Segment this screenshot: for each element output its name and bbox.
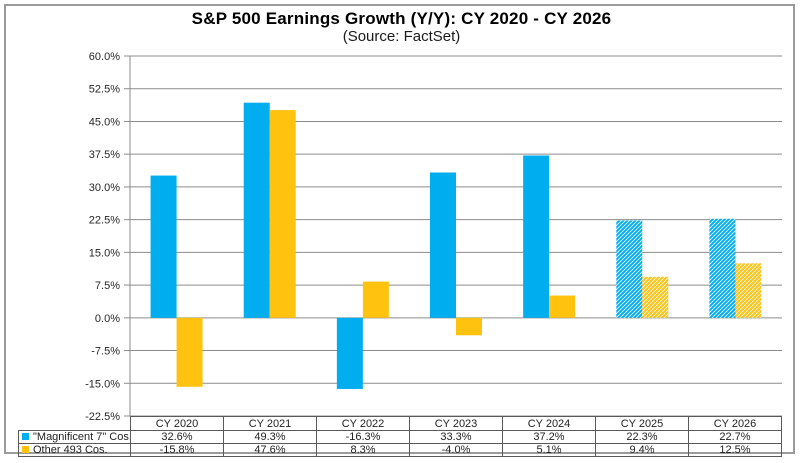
legend-cell: "Magnificent 7" Cos. [18,430,131,444]
table-row: Other 493 Cos. -15.8% 47.6% 8.3% -4.0% 5.1% 9.… [18,443,782,457]
table-value-other493-cy-2025: 9.4% [595,443,689,457]
table-header-cy-2022: CY 2022 [316,416,410,431]
chart-title: S&P 500 Earnings Growth (Y/Y): CY 2020 -… [191,9,612,28]
table-header-cy-2021: CY 2021 [223,416,317,431]
table-value-other493-cy-2022: 8.3% [316,443,410,457]
data-table: CY 2020 CY 2021 CY 2022 CY 2023 CY 2024 CY 20… [18,416,782,457]
table-value-mag7-cy-2026: 22.7% [688,430,782,444]
table-value-mag7-cy-2020: 32.6% [130,430,224,444]
table-value-mag7-cy-2021: 49.3% [223,430,317,444]
table-row: "Magnificent 7" Cos. 32.6% 49.3% -16.3% 33.3… [18,430,782,444]
table-value-other493-cy-2024: 5.1% [502,443,596,457]
mag7-series-marker-icon [22,433,29,440]
legend-cell: Other 493 Cos. [18,443,131,457]
series-name-label: Other 493 Cos. [33,444,108,456]
table-value-mag7-cy-2024: 37.2% [502,430,596,444]
table-value-mag7-cy-2022: -16.3% [316,430,410,444]
table-header-cy-2026: CY 2026 [688,416,782,431]
table-value-other493-cy-2023: -4.0% [409,443,503,457]
table-value-other493-cy-2020: -15.8% [130,443,224,457]
table-value-other493-cy-2026: 12.5% [688,443,782,457]
table-header-cy-2025: CY 2025 [595,416,689,431]
table-value-mag7-cy-2025: 22.3% [595,430,689,444]
chart-subtitle: (Source: FactSet) [342,28,461,45]
table-corner-blank [18,416,131,431]
table-value-mag7-cy-2023: 33.3% [409,430,503,444]
table-header-cy-2024: CY 2024 [502,416,596,431]
other493-series-marker-icon [22,446,29,453]
table-value-other493-cy-2021: 47.6% [223,443,317,457]
series-name-label: "Magnificent 7" Cos. [33,431,131,443]
table-header-cy-2020: CY 2020 [130,416,224,431]
chart-frame [4,4,795,454]
table-header-cy-2023: CY 2023 [409,416,503,431]
